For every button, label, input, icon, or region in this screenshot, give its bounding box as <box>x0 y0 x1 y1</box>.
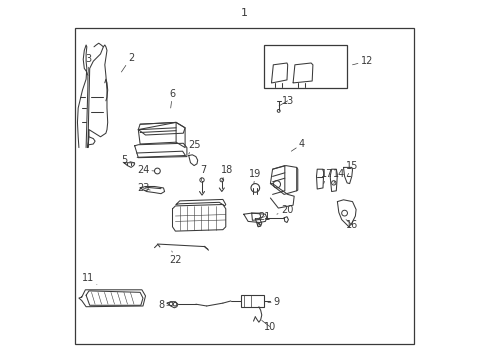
Text: 1: 1 <box>241 8 247 18</box>
Text: 7: 7 <box>200 165 206 181</box>
Text: 9: 9 <box>267 297 280 307</box>
Text: 4: 4 <box>291 139 305 151</box>
Text: 16: 16 <box>346 220 358 230</box>
Bar <box>75 28 413 344</box>
Text: 20: 20 <box>276 204 293 215</box>
Text: 12: 12 <box>352 56 372 66</box>
Bar <box>264 45 346 88</box>
Text: 2: 2 <box>121 53 134 72</box>
Text: 13: 13 <box>279 96 293 106</box>
Text: 11: 11 <box>81 273 97 284</box>
Text: 24: 24 <box>137 165 154 175</box>
Text: 21: 21 <box>256 212 270 222</box>
Bar <box>244 295 250 307</box>
Text: 23: 23 <box>137 183 150 193</box>
Text: 14: 14 <box>332 168 344 184</box>
Text: 17: 17 <box>321 168 333 184</box>
Text: 22: 22 <box>169 251 181 265</box>
Text: 15: 15 <box>346 161 358 176</box>
Text: 6: 6 <box>169 89 175 108</box>
Text: 19: 19 <box>249 168 261 184</box>
Bar <box>241 295 264 307</box>
Text: 5: 5 <box>121 155 134 165</box>
Text: 8: 8 <box>158 300 168 310</box>
Text: 10: 10 <box>261 320 275 332</box>
Text: 25: 25 <box>187 140 200 154</box>
Text: 3: 3 <box>84 54 91 76</box>
Text: 18: 18 <box>221 165 233 181</box>
